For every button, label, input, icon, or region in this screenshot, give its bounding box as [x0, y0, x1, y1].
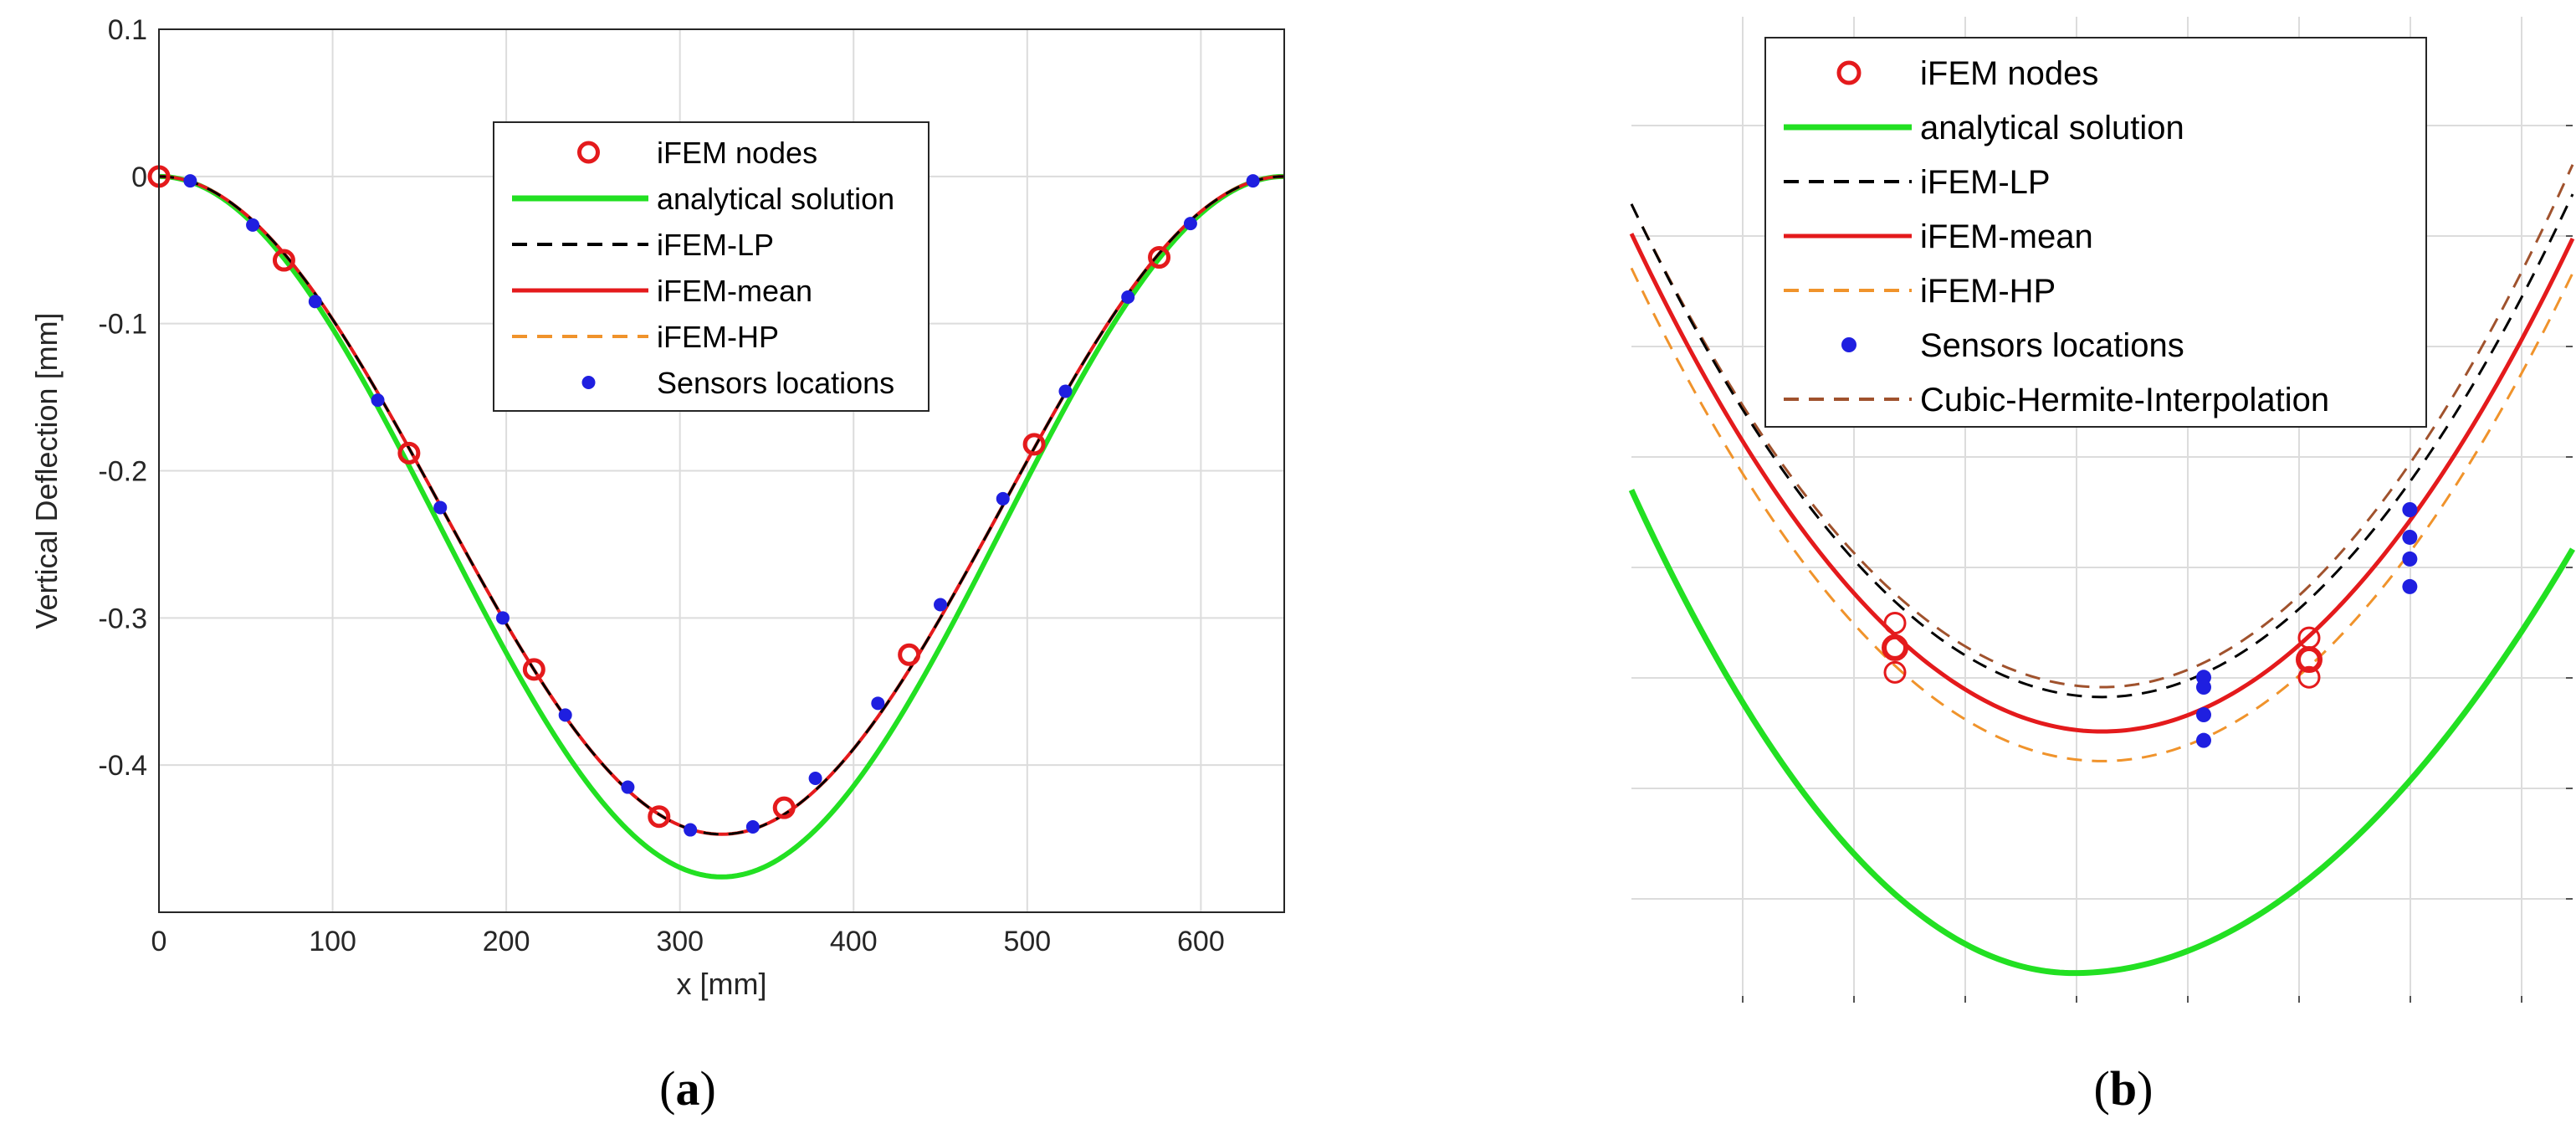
y-tick-label: -0.4	[98, 750, 147, 782]
legend-a: iFEM nodes analytical solution iFEM-LP iFEM…	[493, 121, 930, 412]
legend-box-a	[493, 121, 930, 412]
series-a	[158, 173, 1285, 880]
x-tick-label: 100	[309, 926, 356, 957]
caption-a: (a)	[659, 1061, 716, 1116]
y-tick-label: 0.1	[108, 14, 147, 46]
sensor-marker	[2402, 529, 2418, 545]
panel-a: 0 100 200 300 400 500 6000.10-0.1-0.2-0.3-0.4 …	[29, 14, 1285, 1001]
panel-b: iFEM nodes analytical solution iFEM-LP iFEM…	[1628, 17, 2576, 1003]
series-line-ifem-lp	[1630, 193, 2574, 699]
ifem-node-marker	[898, 643, 921, 666]
legend-b: iFEM nodes analytical solution iFEM-LP iFEM…	[1764, 37, 2427, 428]
sensor-marker	[934, 598, 948, 612]
sensor-marker	[246, 218, 260, 232]
x-tick-label: 300	[656, 926, 704, 957]
sensor-marker	[1246, 174, 1260, 188]
legend-label: iFEM nodes	[1920, 55, 2098, 92]
legend-box-b	[1764, 37, 2427, 428]
sensor-marker	[183, 174, 197, 188]
sensor-marker	[684, 823, 698, 837]
x-tick-label: 500	[1003, 926, 1051, 957]
legend-label: iFEM-HP	[1920, 273, 2056, 310]
y-tick-label: -0.1	[98, 309, 147, 341]
legend-label: Sensors locations	[1920, 327, 2184, 364]
x-axis-label-a: x [mm]	[677, 967, 767, 1001]
ifem-node-marker	[1022, 433, 1046, 456]
legend-label: Cubic-Hermite-Interpolation	[1920, 382, 2329, 418]
sensor-marker	[1121, 290, 1135, 305]
legend-label: iFEM nodes	[657, 136, 817, 170]
ifem-node-marker	[1883, 611, 1907, 634]
sensor-marker	[871, 696, 885, 711]
ifem-node-marker	[2296, 646, 2322, 674]
markers-a	[147, 165, 1260, 837]
ifem-node-marker	[1148, 246, 1171, 269]
sensor-marker	[1183, 217, 1197, 231]
plot-border-a	[158, 28, 1285, 913]
series-line-ifem-hp	[1630, 267, 2574, 762]
sensor-marker	[745, 820, 760, 834]
sensor-marker	[2402, 551, 2418, 567]
sensor-marker	[2196, 707, 2211, 723]
legend-swatch-sensors	[1841, 337, 1856, 352]
sensor-marker	[2196, 732, 2211, 748]
legend-label: Sensors locations	[657, 366, 894, 400]
series-line-analytical-solution	[158, 173, 1285, 880]
sensor-marker	[433, 500, 448, 515]
legend-label: iFEM-LP	[657, 228, 774, 262]
caption-b-letter: b	[2110, 1061, 2137, 1116]
sensor-marker	[558, 708, 572, 722]
y-tick-label: 0	[131, 162, 147, 193]
ifem-node-marker	[272, 249, 295, 272]
markers-b	[1882, 502, 2418, 748]
legend-label: iFEM-LP	[1920, 164, 2051, 201]
sensor-marker	[621, 780, 635, 794]
sensor-marker	[495, 611, 510, 625]
ifem-node-marker	[772, 796, 796, 819]
ifem-node-marker	[1882, 634, 1908, 661]
ticks-a: 0 100 200 300 400 500 600 0.1 0 -0.1 -0.2 -0.3 -0.4	[98, 14, 1224, 957]
y-tick-label: -0.2	[98, 456, 147, 488]
legend-swatch-sensors	[581, 376, 596, 389]
sensor-marker	[2402, 502, 2418, 517]
x-tick-label: 200	[483, 926, 530, 957]
sensor-marker	[808, 771, 822, 785]
ifem-node-marker	[648, 805, 671, 829]
series-line-cubic-hermite-interpolation	[1630, 164, 2574, 689]
legend-label: analytical solution	[1920, 110, 2184, 146]
sensor-marker	[996, 491, 1010, 506]
caption-a-letter: a	[676, 1061, 700, 1116]
legend-swatch-ifem-nodes	[1836, 60, 1862, 85]
sensor-marker	[2196, 680, 2211, 695]
legend-swatch-ifem-nodes	[577, 141, 600, 164]
ifem-node-marker	[2297, 665, 2321, 689]
x-tick-label: 400	[830, 926, 878, 957]
series-b	[1628, 164, 2576, 977]
ifem-node-marker	[522, 658, 545, 681]
sensor-marker	[371, 393, 385, 408]
legend-label: analytical solution	[657, 182, 894, 216]
sensor-marker	[308, 295, 322, 309]
legend-label: iFEM-mean	[1920, 218, 2093, 255]
legend-label: iFEM-mean	[657, 274, 812, 308]
ifem-node-marker	[1883, 660, 1907, 684]
x-tick-label: 0	[151, 926, 167, 957]
x-tick-label: 600	[1177, 926, 1225, 957]
sensor-marker	[1058, 384, 1073, 398]
caption-b: (b)	[2094, 1061, 2153, 1116]
legend-label: iFEM-HP	[657, 320, 779, 354]
series-line-analytical-solution	[1628, 488, 2576, 977]
y-tick-label: -0.3	[98, 603, 147, 634]
ifem-node-marker	[397, 441, 421, 464]
sensor-marker	[2402, 578, 2418, 594]
series-line-ifem-lp	[158, 175, 1285, 836]
y-axis-label-a: Vertical Deflection [mm]	[29, 312, 64, 629]
